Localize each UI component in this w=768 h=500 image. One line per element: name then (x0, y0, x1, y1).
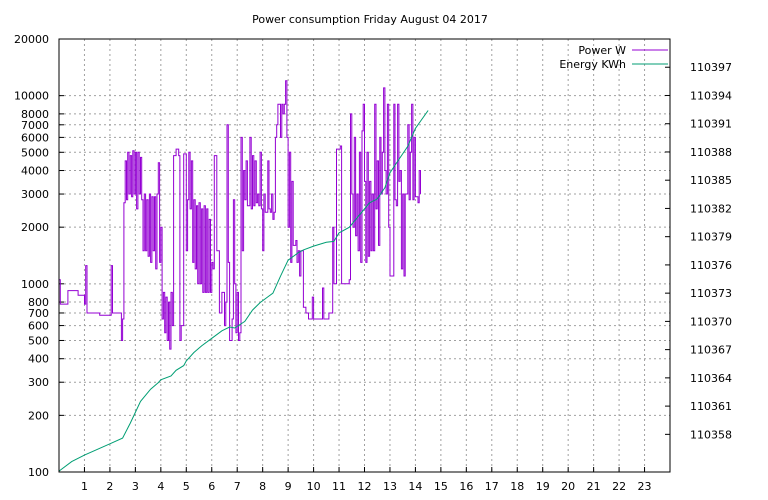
y-right-tick-label: 110382 (690, 202, 732, 215)
y-left-tick-label: 300 (28, 376, 49, 389)
series-line-energy-kwh (58, 110, 429, 472)
x-tick-label: 8 (259, 480, 266, 493)
x-tick-label: 2 (106, 480, 113, 493)
y-right-tick-label: 110394 (690, 89, 732, 102)
x-tick-label: 23 (638, 480, 652, 493)
y-left-tick-label: 8000 (21, 108, 49, 121)
y-left-tick-label: 100 (28, 466, 49, 479)
y-left-tick-label: 2000 (21, 221, 49, 234)
y-right-tick-label: 110379 (690, 231, 732, 244)
y-right-tick-label: 110367 (690, 344, 732, 357)
y-right-tick-label: 110391 (690, 118, 732, 131)
y-left-tick-label: 6000 (21, 131, 49, 144)
x-tick-label: 7 (234, 480, 241, 493)
right-y-axis-ticks: 110358 110361 110364 110367 110370 110373 1103… (665, 61, 732, 441)
chart-legend: Power W Energy KWh (559, 44, 668, 71)
y-right-tick-label: 110364 (690, 372, 732, 385)
x-tick-label: 6 (208, 480, 215, 493)
y-right-tick-label: 110388 (690, 146, 732, 159)
chart-title: Power consumption Friday August 04 2017 (252, 13, 488, 26)
y-right-tick-label: 110385 (690, 174, 732, 187)
x-tick-label: 15 (434, 480, 448, 493)
y-left-tick-label: 800 (28, 296, 49, 309)
y-left-tick-label: 7000 (21, 119, 49, 132)
x-tick-label: 4 (157, 480, 164, 493)
x-tick-label: 17 (485, 480, 499, 493)
y-left-tick-label: 500 (28, 334, 49, 347)
y-right-tick-label: 110373 (690, 287, 732, 300)
y-left-tick-label: 10000 (14, 90, 49, 103)
legend-label-energy: Energy KWh (559, 58, 626, 71)
y-left-tick-label: 5000 (21, 146, 49, 159)
x-tick-label: 1 (81, 480, 88, 493)
x-tick-label: 3 (132, 480, 139, 493)
x-tick-label: 9 (285, 480, 292, 493)
y-right-tick-label: 110397 (690, 61, 732, 74)
x-tick-label: 18 (510, 480, 524, 493)
y-right-tick-label: 110376 (690, 259, 732, 272)
x-tick-label: 14 (408, 480, 422, 493)
y-right-tick-label: 110361 (690, 400, 732, 413)
x-tick-label: 16 (459, 480, 473, 493)
y-left-tick-label: 4000 (21, 165, 49, 178)
y-left-tick-label: 400 (28, 353, 49, 366)
x-tick-label: 11 (332, 480, 346, 493)
legend-label-power: Power W (578, 44, 626, 57)
y-left-tick-label: 1000 (21, 278, 49, 291)
series-line-power-w (59, 80, 421, 350)
x-axis-ticks: 1 2 3 4 5 6 7 8 9 10 11 12 13 14 15 16 17 18 19 20 21 22 23 (81, 467, 652, 493)
x-tick-label: 21 (587, 480, 601, 493)
x-tick-label: 13 (383, 480, 397, 493)
x-tick-label: 5 (183, 480, 190, 493)
y-left-tick-label: 600 (28, 320, 49, 333)
y-left-tick-label: 20000 (14, 33, 49, 46)
series-layer (58, 80, 429, 472)
x-tick-label: 10 (307, 480, 321, 493)
y-left-tick-label: 700 (28, 307, 49, 320)
y-left-tick-label: 200 (28, 409, 49, 422)
x-tick-label: 22 (612, 480, 626, 493)
y-right-tick-label: 110370 (690, 315, 732, 328)
y-right-tick-label: 110358 (690, 428, 732, 441)
plot-frame (58, 38, 671, 473)
x-tick-label: 19 (536, 480, 550, 493)
x-tick-label: 12 (358, 480, 372, 493)
x-tick-label: 20 (561, 480, 575, 493)
y-left-tick-label: 3000 (21, 188, 49, 201)
